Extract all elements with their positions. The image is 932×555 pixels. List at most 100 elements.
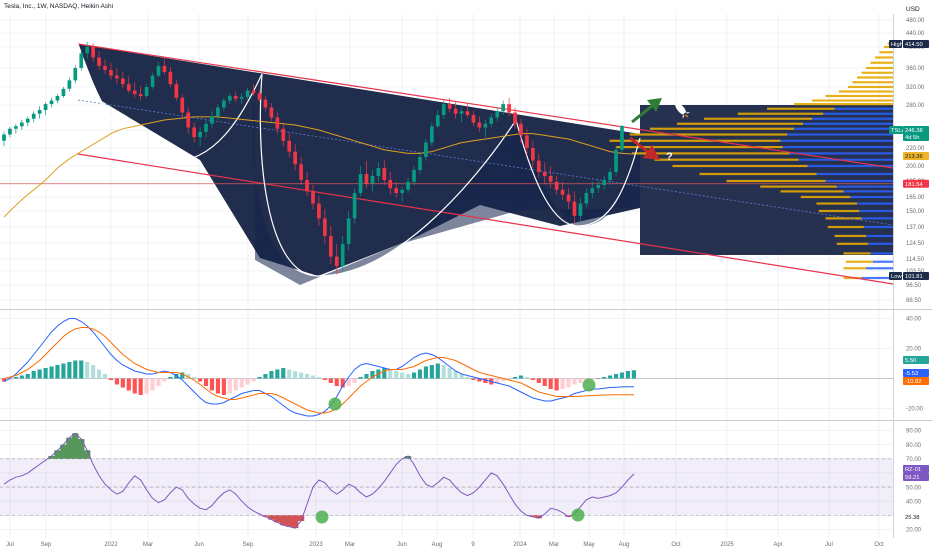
time-axis-label: Sep (41, 542, 52, 548)
profile-bar-value-area (823, 112, 893, 115)
candle (376, 162, 381, 182)
candle (495, 107, 500, 122)
candle (519, 118, 523, 143)
candle (317, 196, 321, 226)
profile-bar-outside (672, 164, 808, 168)
candle (55, 93, 60, 104)
macd-histogram-bar (138, 378, 143, 395)
macd-histogram-bar (25, 374, 30, 379)
time-axis-label: Mar (345, 542, 355, 548)
profile-bar-value-area (798, 158, 893, 161)
candle (608, 168, 612, 185)
candle-body (227, 96, 232, 101)
profile-bar-outside (760, 185, 837, 188)
profile-bar-value-area (782, 146, 893, 149)
candle-body (311, 191, 315, 204)
macd-histogram-bar (328, 378, 333, 383)
macd-histogram-bar (209, 378, 215, 391)
macd-signal-tag-bg (903, 377, 929, 385)
candle-body (126, 84, 131, 91)
macd-histogram-bar (215, 378, 221, 394)
candle-body (67, 80, 72, 89)
candle-body (536, 160, 541, 172)
candle (121, 71, 125, 88)
macd-histogram-bar (108, 378, 114, 380)
macd-histogram-bar (102, 374, 108, 379)
low-tag: Low (889, 272, 902, 280)
rsi-tick-label: 70.00 (906, 457, 922, 463)
profile-bar-outside (699, 172, 817, 176)
candle-body (525, 135, 529, 148)
macd-histogram-bar (572, 378, 577, 385)
candle (507, 97, 511, 117)
candle (233, 91, 238, 103)
candle (406, 178, 410, 193)
macd-cross-marker (328, 397, 342, 411)
price-tick-label: 114.50 (906, 257, 925, 263)
candle (73, 65, 78, 84)
macd-histogram-bar (346, 378, 351, 386)
rsi-ma-tag-text: 25.38 (905, 515, 920, 521)
candle-body (477, 122, 482, 128)
candle (49, 97, 54, 108)
candle-body (109, 69, 113, 76)
high-value-tag: 414.50 (903, 40, 929, 48)
candle (19, 120, 24, 130)
candle (216, 104, 220, 120)
profile-bar-outside (677, 122, 803, 125)
profile-bar-value-area (866, 267, 893, 270)
candle (14, 123, 18, 134)
candle (340, 235, 345, 271)
time-axis-label: 2024 (513, 542, 527, 548)
macd-histogram-bar (453, 371, 458, 379)
candle-body (430, 126, 434, 143)
time-axis-label: 2023 (309, 542, 323, 548)
candle (269, 103, 274, 122)
profile-bar-value-area (843, 190, 893, 193)
rsi-value-tag: 59.21 (903, 473, 929, 481)
macd-histogram-bar (400, 372, 405, 379)
macd-histogram-bar (263, 374, 268, 379)
ma-value-tag-bg (903, 152, 929, 160)
candle (138, 86, 143, 101)
candle (471, 111, 476, 127)
profile-bar-value-area (812, 117, 893, 120)
candle (453, 102, 458, 119)
macd-histogram-bar (608, 375, 613, 379)
cup-right-curve (515, 119, 641, 227)
macd-histogram-bar (192, 377, 197, 379)
macd-histogram-bar (316, 377, 322, 379)
candle-body (334, 256, 339, 267)
candle-body (31, 113, 36, 119)
rsi-name-tag-text: RZ-01 (905, 467, 921, 473)
macd-value-tag-bg (903, 369, 929, 377)
ticker-tag-text: TSLA (891, 128, 906, 134)
wedge-lower-line (77, 153, 893, 285)
rsi-oversold-fill (262, 515, 572, 529)
candle-body (531, 148, 535, 161)
profile-bar-outside (816, 202, 857, 205)
level-value-tag-text: 181.54 (905, 182, 924, 188)
candle-body (471, 115, 476, 123)
candle (412, 166, 416, 185)
candle (103, 59, 107, 74)
candle-body (180, 97, 185, 113)
candle-body (578, 203, 583, 216)
candle (602, 176, 607, 190)
candle-body (269, 107, 274, 118)
candle (245, 87, 250, 100)
profile-bar-outside (818, 209, 860, 213)
profile-bar-outside (845, 260, 873, 263)
profile-bar-outside (857, 76, 893, 79)
candle (144, 84, 149, 98)
candle-body (287, 140, 292, 152)
macd-histogram-bar (548, 378, 553, 389)
low-value-tag-text: 101.81 (905, 274, 923, 280)
macd-histogram-bar (411, 372, 417, 379)
price-tick-label: 165.00 (906, 195, 925, 201)
candle-body (465, 111, 470, 115)
candle (97, 51, 101, 70)
macd-histogram-bar (49, 366, 54, 379)
candle-body (352, 193, 357, 219)
